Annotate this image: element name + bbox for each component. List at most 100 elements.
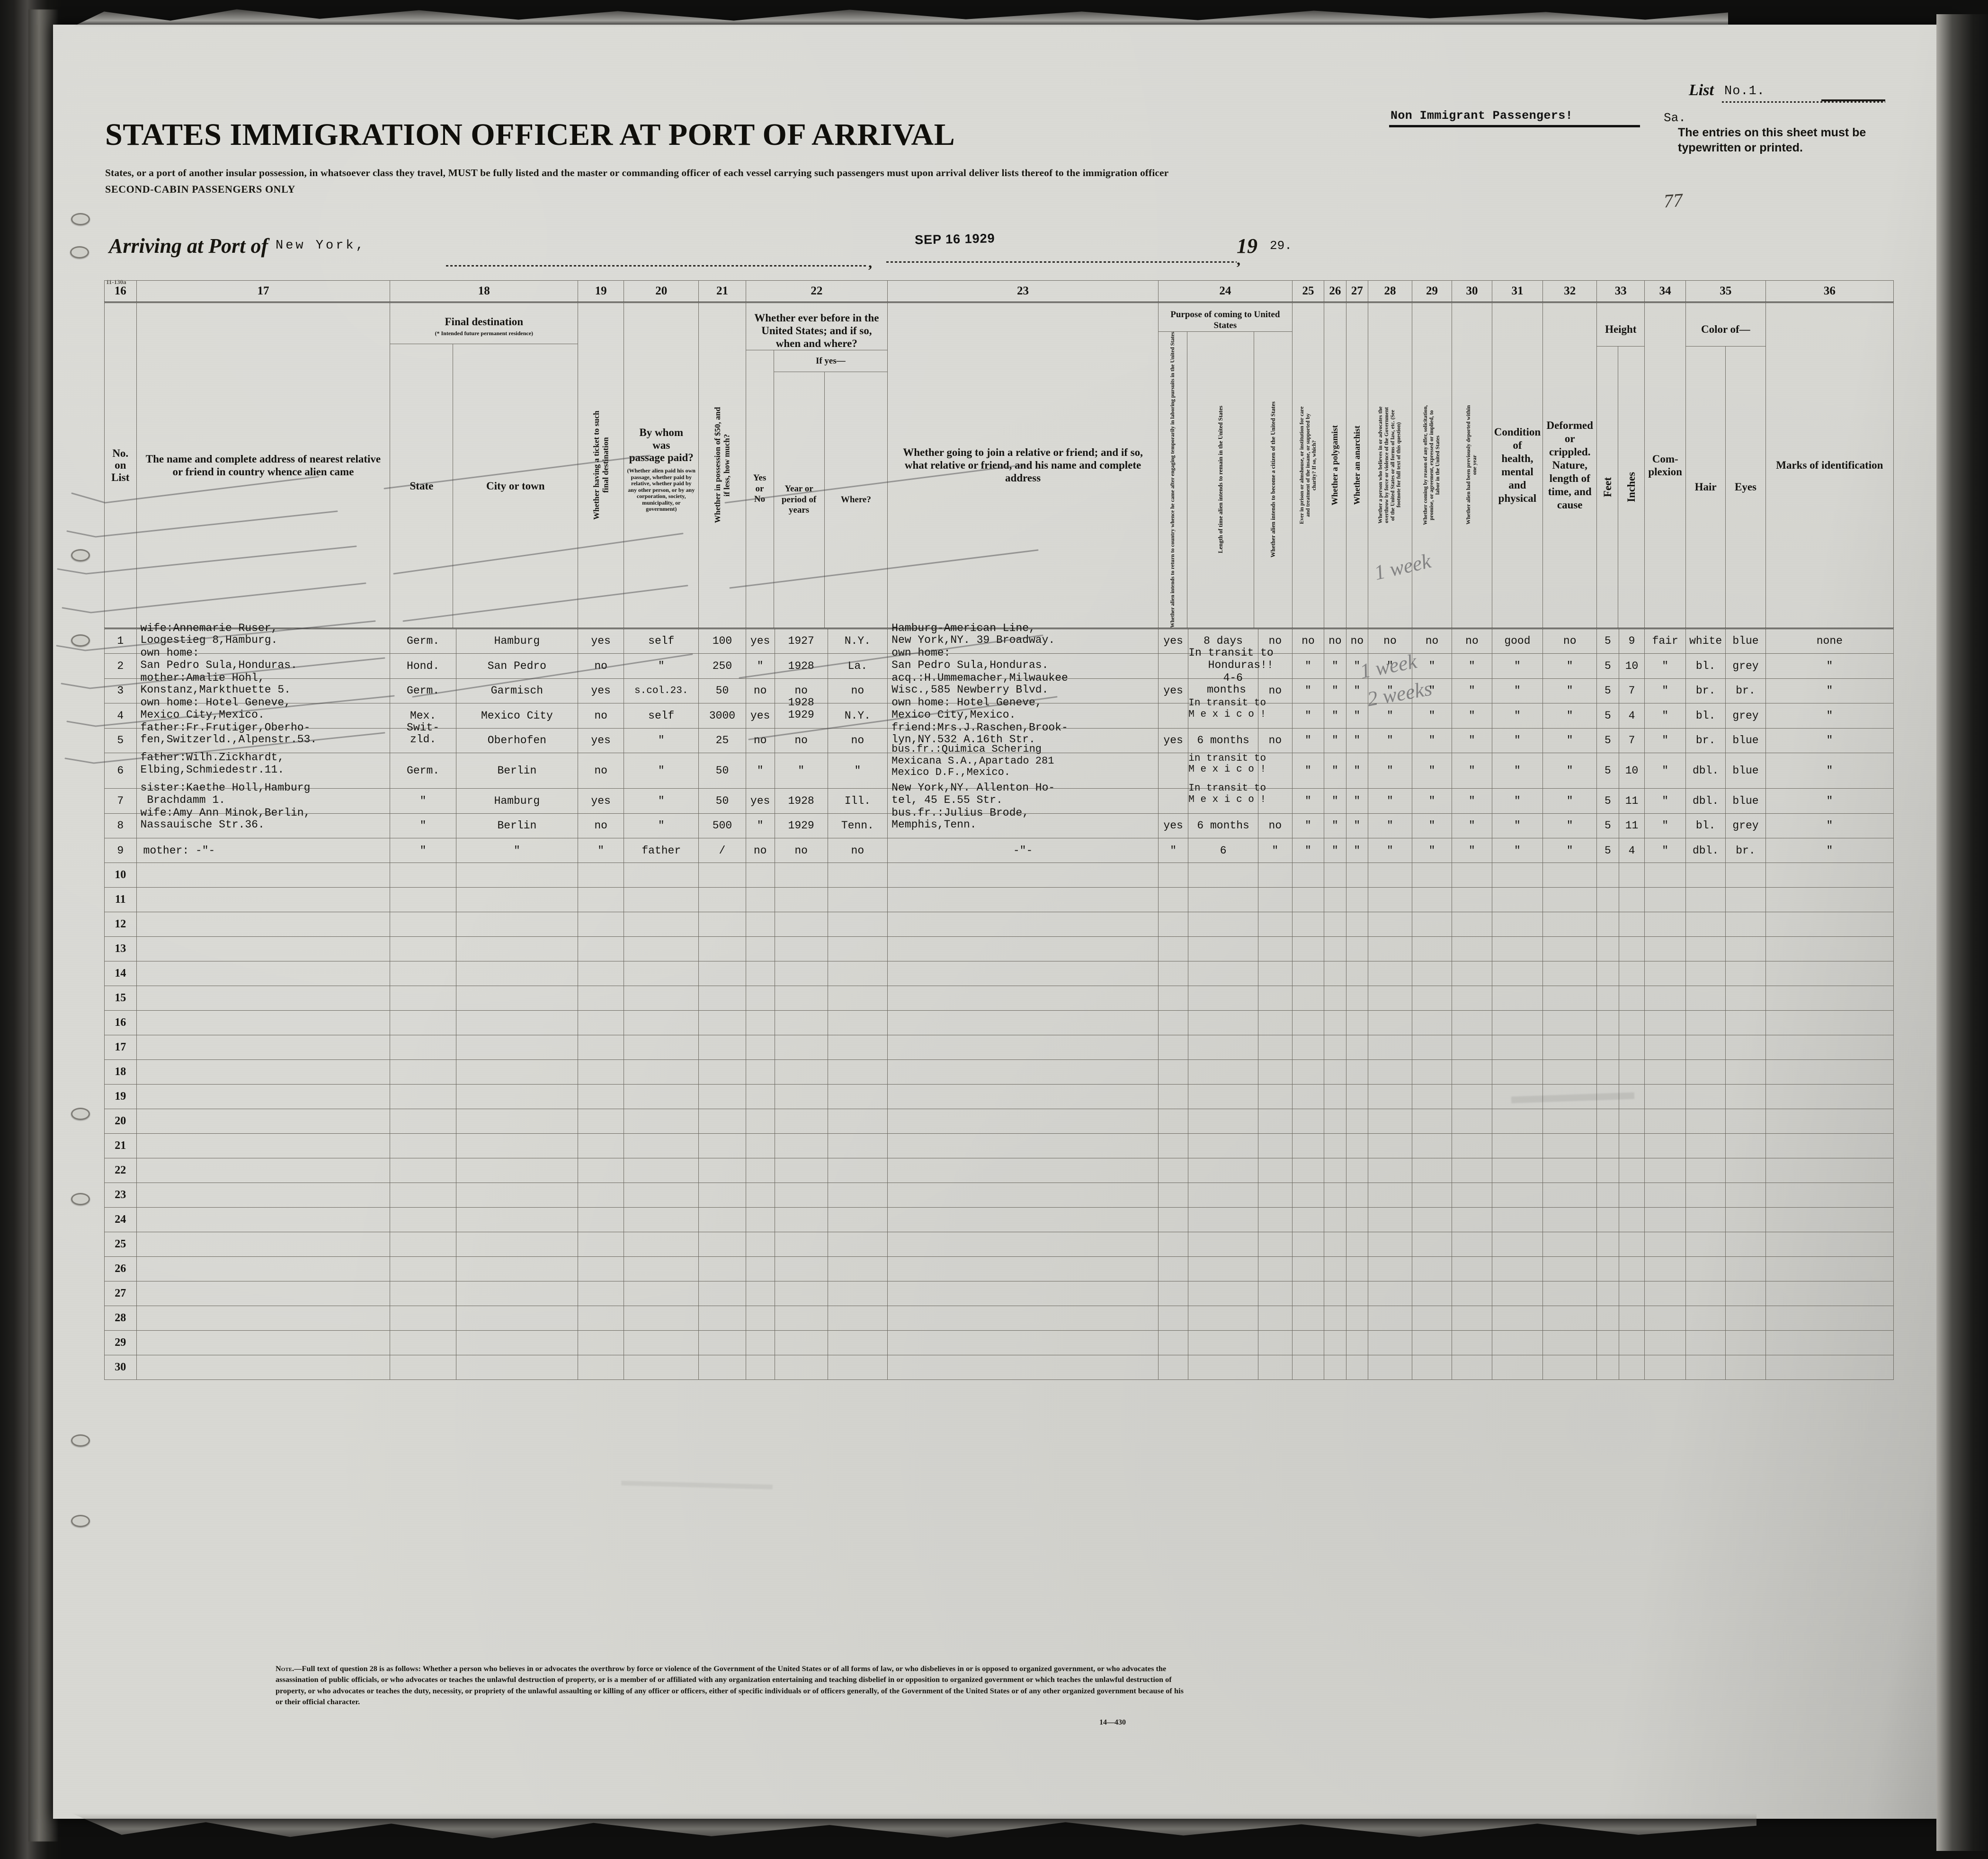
empty-cell (1158, 1232, 1189, 1257)
cell-inches: 4 (1618, 838, 1645, 863)
table-row-empty[interactable]: 14 (104, 961, 1894, 987)
row-number: 11 (104, 887, 137, 913)
cell-feet: 5 (1596, 628, 1619, 654)
table-row-empty[interactable]: 13 (104, 936, 1894, 962)
empty-cell (1368, 1084, 1412, 1110)
table-row-empty[interactable]: 27 (104, 1281, 1894, 1307)
table-row-empty[interactable]: 10 (104, 863, 1894, 888)
empty-cell (1188, 1232, 1258, 1257)
table-row-empty[interactable]: 17 (104, 1035, 1894, 1060)
empty-cell (136, 1010, 391, 1036)
cell-complexion: " (1644, 728, 1686, 754)
row-number: 19 (104, 1084, 137, 1110)
table-row[interactable]: 8 wife:Amy Ann Minok,Berlin, Nassauische … (104, 807, 1894, 839)
table-row-empty[interactable]: 24 (104, 1207, 1894, 1233)
table-row-empty[interactable]: 22 (104, 1158, 1894, 1183)
cell-dest-state: Swit-zld. (390, 721, 456, 754)
empty-cell (1257, 1010, 1293, 1036)
colnum-24: 24 (1158, 280, 1293, 302)
cell-passage-paid: self (624, 703, 699, 729)
empty-cell (1725, 986, 1766, 1011)
empty-cell (390, 1084, 456, 1110)
table-row-empty[interactable]: 25 (104, 1232, 1894, 1257)
empty-cell (774, 986, 828, 1011)
empty-cell (1596, 936, 1619, 962)
empty-cell (774, 1281, 828, 1307)
table-row-empty[interactable]: 28 (104, 1306, 1894, 1331)
table-row-empty[interactable]: 19 (104, 1084, 1894, 1110)
empty-cell (455, 1010, 579, 1036)
empty-cell (1368, 1232, 1412, 1257)
row-number: 24 (104, 1207, 137, 1233)
empty-cell (1368, 986, 1412, 1011)
empty-cell (1685, 986, 1726, 1011)
table-row[interactable]: 7 sister:Kaethe Holl,Hamburg Brachdamm 1… (104, 782, 1894, 814)
empty-cell (455, 1035, 579, 1060)
table-row-empty[interactable]: 30 (104, 1355, 1894, 1380)
empty-cell (745, 1158, 775, 1183)
table-row[interactable]: 3 mother:Amalie Hohl, Konstanz,Markthuett… (104, 672, 1894, 704)
table-row-empty[interactable]: 15 (104, 986, 1894, 1011)
table-row-empty[interactable]: 12 (104, 912, 1894, 937)
empty-cell (745, 936, 775, 962)
empty-cell (1188, 863, 1258, 888)
empty-cell (1324, 912, 1346, 937)
column-number-row: 16 17 18 19 20 21 22 23 24 25 26 27 28 2… (104, 280, 1894, 302)
cell-feet: 5 (1596, 838, 1619, 863)
empty-cell (390, 1330, 456, 1356)
empty-cell (136, 1256, 391, 1282)
empty-cell (774, 1133, 828, 1159)
empty-cell (698, 986, 746, 1011)
empty-cell (1542, 1232, 1597, 1257)
empty-cell (1292, 1010, 1325, 1036)
cell-deformed: " (1542, 753, 1597, 789)
header-condition-of-health: Condition of health, mental and physical (1491, 302, 1543, 629)
table-row-empty[interactable]: 18 (104, 1059, 1894, 1085)
empty-cell (1725, 1084, 1766, 1110)
cell-inches: 7 (1618, 678, 1645, 704)
empty-cell (1292, 1109, 1325, 1134)
table-row-empty[interactable]: 23 (104, 1183, 1894, 1208)
cell-joining: bus.fr.:Julius Brode, Memphis,Tenn. (887, 807, 1159, 839)
empty-cell (1542, 1109, 1597, 1134)
cell-anarchist: " (1346, 728, 1369, 754)
empty-cell (887, 1355, 1159, 1380)
table-row[interactable]: 9 mother: -"- " " " father / no no no -"… (104, 838, 1894, 863)
empty-cell (1596, 1035, 1619, 1060)
row-number: 17 (104, 1035, 137, 1060)
empty-cell (578, 986, 624, 1011)
empty-cell (1188, 912, 1258, 937)
table-row-empty[interactable]: 20 (104, 1109, 1894, 1134)
empty-cell (1618, 1281, 1645, 1307)
empty-cell (578, 1232, 624, 1257)
cell-deported: " (1452, 813, 1492, 839)
cell-joining: Hamburg-American Line, New York,NY. 39 Br… (887, 622, 1159, 654)
cell-purpose-return (1158, 703, 1189, 729)
empty-cell (455, 936, 579, 962)
empty-cell (745, 1035, 775, 1060)
table-row[interactable]: 1 wife:Annemarie Ruser, Loogestieg 8,Hamb… (104, 622, 1894, 654)
cell-where: no (827, 838, 888, 863)
empty-cell (455, 1109, 579, 1134)
cell-overthrow: " (1368, 813, 1412, 839)
colnum-22: 22 (745, 280, 888, 302)
table-row[interactable]: 4 own home: Hotel Geneve, Mexico City,Mex… (104, 696, 1894, 729)
table-row-empty[interactable]: 26 (104, 1256, 1894, 1282)
empty-cell (1644, 1158, 1686, 1183)
cell-prison: no (1292, 628, 1325, 654)
table-row[interactable]: 5 father:Fr.Frutiger,Oberho-fen,Switzerl… (104, 721, 1894, 754)
empty-cell (887, 1207, 1159, 1233)
empty-cell (1618, 1035, 1645, 1060)
empty-cell (1292, 986, 1325, 1011)
empty-cell (1685, 1183, 1726, 1208)
table-row-empty[interactable]: 29 (104, 1330, 1894, 1356)
table-row[interactable]: 6 father:Wilh.Zickhardt, Elbing,Schmiedes… (104, 744, 1894, 789)
empty-cell (578, 1035, 624, 1060)
table-row-empty[interactable]: 11 (104, 887, 1894, 913)
empty-cell (698, 961, 746, 987)
cell-ticket: no (578, 813, 624, 839)
colnum-36: 36 (1765, 280, 1894, 302)
table-row-empty[interactable]: 16 (104, 1010, 1894, 1036)
colnum-29: 29 (1411, 280, 1453, 302)
table-row-empty[interactable]: 21 (104, 1133, 1894, 1159)
